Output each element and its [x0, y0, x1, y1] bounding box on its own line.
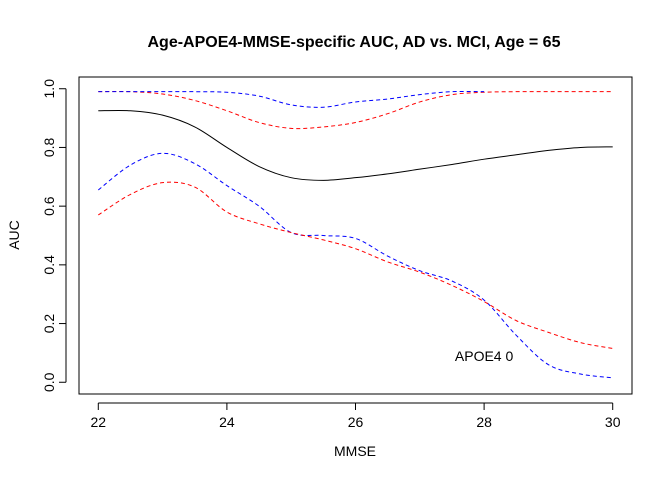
x-tick-label: 26 — [348, 414, 364, 430]
y-tick-label: 0.6 — [41, 196, 57, 216]
y-axis-label: AUC — [6, 220, 22, 250]
x-axis-label: MMSE — [334, 443, 376, 459]
y-tick-label: 0.8 — [41, 138, 57, 158]
plot-frame — [78, 76, 633, 395]
series-line-3 — [98, 90, 485, 108]
x-tick-label: 30 — [605, 414, 621, 430]
x-axis: 22 24 26 28 30 — [91, 402, 621, 430]
x-tick-label: 22 — [91, 414, 107, 430]
y-tick-label: 0.4 — [41, 255, 57, 275]
y-tick-label: 0.0 — [41, 372, 57, 392]
y-tick-label: 0.2 — [41, 314, 57, 334]
series-line-1 — [98, 109, 613, 181]
y-tick-label: 1.0 — [41, 79, 57, 99]
x-tick-label: 24 — [219, 414, 235, 430]
series-line-2 — [98, 91, 613, 130]
series-line-5 — [98, 181, 613, 349]
series-line-4 — [97, 152, 613, 379]
y-axis: 0.0 0.2 0.4 0.6 0.8 1.0 — [41, 79, 67, 392]
x-tick-label: 28 — [476, 414, 492, 430]
annotation-apoe4: APOE4 0 — [455, 348, 514, 364]
series-layer — [97, 90, 613, 379]
chart-title: Age-APOE4-MMSE-specific AUC, AD vs. MCI,… — [148, 34, 561, 51]
